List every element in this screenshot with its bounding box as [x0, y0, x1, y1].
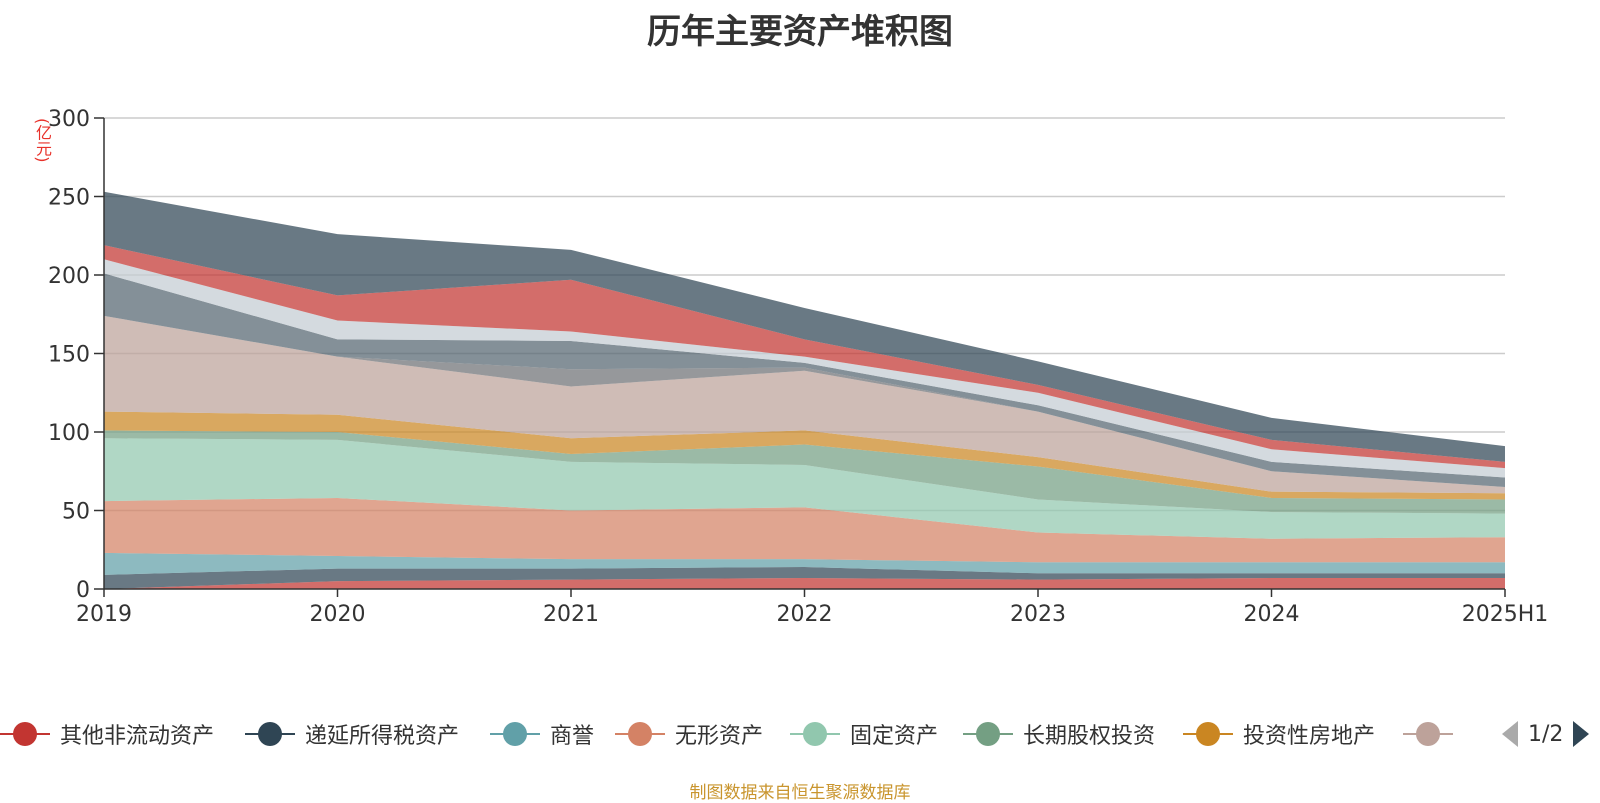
legend-swatch-icon — [0, 716, 50, 752]
legend-label: 固定资产 — [850, 724, 939, 749]
area-series — [104, 191, 1505, 589]
legend-swatch-icon — [1403, 716, 1453, 752]
y-tick-label: 0 — [76, 578, 90, 603]
legend-pager: 1/2 — [1500, 716, 1591, 752]
x-tick-label: 2024 — [1244, 602, 1300, 627]
triangle-left-icon[interactable] — [1500, 719, 1520, 749]
data-source-note: 制图数据来自恒生聚源数据库 — [689, 783, 911, 803]
triangle-right-icon[interactable] — [1571, 719, 1591, 749]
legend: 其他非流动资产 递延所得税资产 商誉 无形资产 固定资产 长期股权投资 投资性房地产 — [0, 716, 1600, 752]
area-series-13[interactable] — [104, 191, 1505, 462]
area-series-7[interactable] — [104, 411, 1505, 500]
x-tick-label: 2021 — [543, 602, 599, 627]
chart-title: 历年主要资产堆积图 — [647, 12, 953, 52]
x-tick-label: 2025H1 — [1462, 602, 1549, 627]
area-series-11[interactable] — [104, 259, 1505, 478]
area-series-10[interactable] — [104, 273, 1505, 487]
area-series-1[interactable] — [104, 578, 1505, 589]
y-tick-label: 250 — [48, 186, 90, 211]
y-tick-label: 50 — [62, 500, 90, 525]
x-tick-label: 2019 — [76, 602, 132, 627]
legend-item[interactable]: 商誉 — [490, 716, 594, 752]
y-tick-label: 150 — [48, 343, 90, 368]
legend-label: 递延所得税资产 — [305, 724, 460, 749]
legend-swatch-icon — [790, 716, 840, 752]
area-series-4[interactable] — [104, 497, 1505, 563]
legend-item[interactable]: 其他非流动资产 — [0, 716, 214, 752]
legend-swatch-icon — [615, 716, 665, 752]
area-series-5[interactable] — [104, 438, 1505, 539]
legend-label: 投资性房地产 — [1243, 724, 1376, 749]
legend-item[interactable]: 递延所得税资产 — [245, 716, 459, 752]
y-tick-label: 200 — [48, 264, 90, 289]
y-tick-label: 300 — [48, 107, 90, 132]
y-axis-unit: (亿元) — [33, 118, 52, 163]
legend-label: 无形资产 — [675, 724, 764, 749]
legend-swatch-icon — [245, 716, 295, 752]
legend-swatch-icon — [963, 716, 1013, 752]
axes: 0 50 100 150 200 250 300 2019 2020 2021 2022 2023 20… — [48, 107, 1548, 627]
legend-swatch-icon — [1183, 716, 1233, 752]
legend-page-indicator: 1/2 — [1528, 721, 1564, 747]
legend-item[interactable]: 长期股权投资 — [963, 716, 1155, 752]
legend-label: 商誉 — [550, 724, 595, 749]
area-series-3[interactable] — [104, 552, 1505, 575]
legend-label: 长期股权投资 — [1023, 724, 1156, 749]
x-tick-label: 2023 — [1010, 602, 1066, 627]
legend-item[interactable]: 无形资产 — [615, 716, 763, 752]
y-tick-label: 100 — [48, 421, 90, 446]
legend-item[interactable]: 固定资产 — [790, 716, 938, 752]
area-series-6[interactable] — [104, 430, 1505, 514]
legend-item[interactable]: 投资性房地产 — [1183, 716, 1375, 752]
area-series-2[interactable] — [104, 567, 1505, 589]
x-tick-label: 2022 — [777, 602, 833, 627]
x-tick-label: 2020 — [310, 602, 366, 627]
legend-label: 其他非流动资产 — [60, 724, 215, 749]
legend-item[interactable] — [1403, 716, 1453, 752]
legend-swatch-icon — [490, 716, 540, 752]
area-series-8[interactable] — [104, 315, 1505, 494]
